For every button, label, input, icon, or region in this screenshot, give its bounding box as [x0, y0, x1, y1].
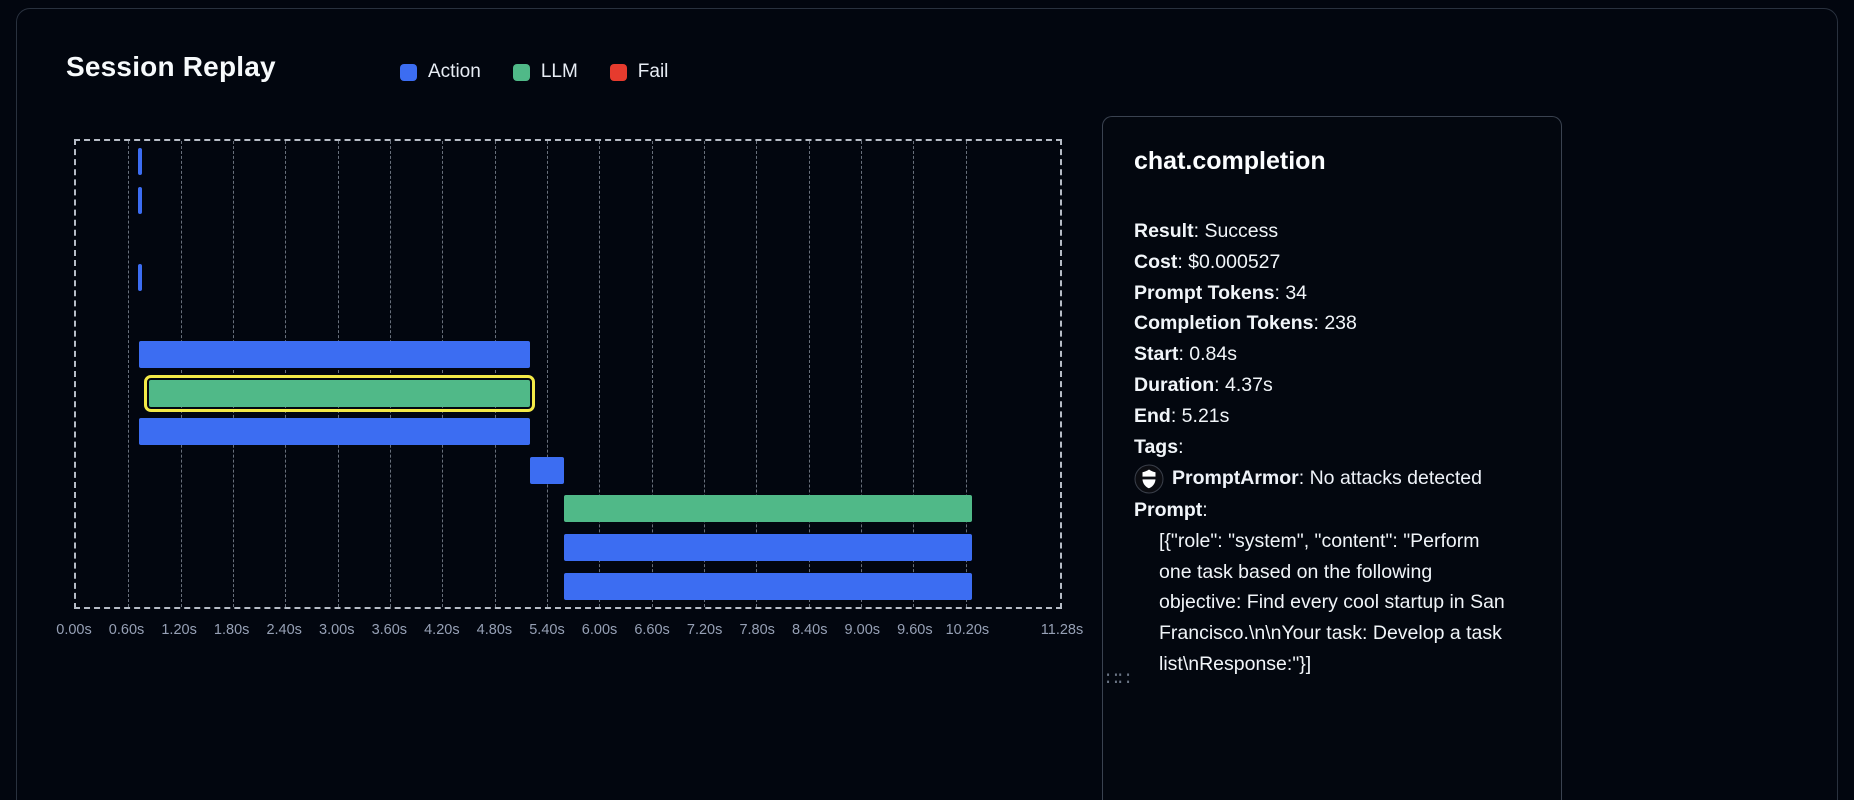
detail-field-prompt-tokens: Prompt Tokens: 34	[1134, 281, 1308, 304]
x-tick-label: 6.00s	[581, 622, 618, 638]
x-tick-label: 4.80s	[476, 622, 513, 638]
timeline-bar-action[interactable]	[530, 456, 564, 484]
legend-label: LLM	[540, 61, 578, 82]
gridline	[704, 141, 706, 607]
timeline-bar-action[interactable]	[137, 186, 143, 214]
span-title: chat.completion	[1134, 147, 1326, 175]
detail-field-tags: Tags:	[1134, 435, 1184, 458]
x-tick-label: 2.40s	[266, 622, 302, 638]
action-swatch-icon	[400, 63, 417, 81]
x-tick-label: 1.20s	[161, 622, 197, 638]
x-tick-label: 7.80s	[739, 622, 775, 638]
gridline	[808, 141, 810, 607]
x-tick-label: 3.00s	[319, 622, 355, 638]
gridline	[180, 141, 182, 607]
x-tick-label: 10.20s	[945, 622, 990, 638]
gridline	[651, 141, 653, 607]
timeline-bar-action[interactable]	[563, 534, 972, 561]
gridline	[756, 141, 758, 607]
x-tick-label: 9.60s	[897, 622, 933, 638]
detail-field-cost: Cost: $0.000527	[1134, 250, 1281, 273]
gridline	[494, 141, 496, 607]
x-tick-label: 6.60s	[634, 622, 670, 638]
gridline	[233, 141, 235, 607]
legend-item-llm[interactable]: LLM	[512, 61, 578, 83]
detail-field-result: Result: Success	[1134, 220, 1279, 242]
x-tick-label: 0.60s	[108, 622, 145, 638]
detail-field-completion-tokens: Completion Tokens: 238	[1134, 312, 1357, 335]
timeline-bar-action[interactable]	[137, 148, 143, 175]
x-tick-label: 8.40s	[791, 622, 828, 638]
gridline	[442, 141, 444, 607]
fail-swatch-icon	[609, 63, 627, 81]
detail-field-duration: Duration: 4.37s	[1134, 373, 1273, 396]
page-title: Session Replay	[66, 51, 276, 82]
resize-handle[interactable]: ∷∷	[1106, 669, 1131, 690]
x-tick-label: 11.28s	[1040, 622, 1084, 638]
legend-item-fail[interactable]: Fail	[609, 61, 669, 83]
span-details-panel: chat.completion Result: Success Cost: $0.…	[1102, 116, 1562, 800]
prompt-value: [{"role": "system", "content": "Perform …	[1159, 530, 1505, 675]
promptarmor-text: PromptArmor: No attacks detected	[1172, 467, 1482, 490]
legend-label: Fail	[637, 61, 669, 82]
x-tick-label: 5.40s	[529, 622, 565, 638]
gridline	[337, 141, 339, 607]
gridline	[913, 141, 915, 607]
gridline	[547, 141, 549, 607]
promptarmor-row: PromptArmor: No attacks detected	[1134, 462, 1533, 495]
x-tick-label: 0.00s	[56, 622, 92, 638]
legend-item-action[interactable]: Action	[400, 61, 481, 83]
gridline	[128, 141, 130, 607]
gridline	[861, 141, 863, 607]
x-tick-label: 4.20s	[424, 622, 460, 638]
timeline-bar-action[interactable]	[137, 263, 143, 291]
x-axis: 0.00s 0.60s 1.20s 1.80s 2.40s 3.00s 3.60s 4.20s…	[56, 622, 1083, 644]
x-tick-label: 1.80s	[213, 622, 250, 638]
x-tick-label: 3.60s	[371, 622, 408, 638]
promptarmor-icon	[1134, 464, 1164, 494]
x-tick-label: 7.20s	[686, 622, 723, 638]
timeline-bar-action[interactable]	[563, 572, 972, 600]
timeline-bar-action[interactable]	[138, 418, 530, 446]
x-tick-label: 9.00s	[844, 622, 881, 638]
gridline	[390, 141, 392, 607]
prompt-label: Prompt:	[1134, 499, 1208, 522]
legend-label: Action	[428, 61, 481, 82]
timeline-bar-llm[interactable]	[563, 495, 972, 523]
timeline-bar-action[interactable]	[138, 341, 530, 368]
gridline	[965, 141, 967, 607]
gridline	[285, 141, 287, 607]
timeline-bar-selected-chat.completion[interactable]	[144, 374, 536, 412]
session-replay-panel: Session Replay Action LLM Fail 0.00s 0.60s 1…	[16, 8, 1838, 800]
plot-area	[74, 139, 1062, 609]
legend: Action LLM Fail	[400, 61, 668, 83]
llm-swatch-icon	[512, 63, 530, 81]
detail-field-end: End: 5.21s	[1134, 404, 1230, 427]
gridline	[599, 141, 601, 607]
detail-fields: Result: Success Cost: $0.000527 Prompt Tok…	[1134, 216, 1533, 462]
detail-field-start: Start: 0.84s	[1134, 343, 1237, 366]
